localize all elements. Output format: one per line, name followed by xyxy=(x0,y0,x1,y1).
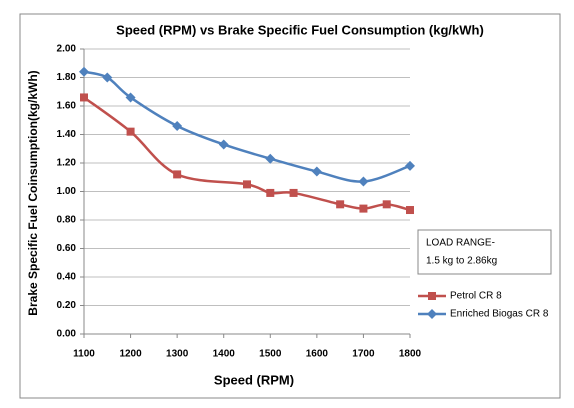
marker xyxy=(125,92,136,103)
marker xyxy=(218,139,229,150)
marker xyxy=(359,204,368,213)
annotation-box xyxy=(417,229,552,275)
x-tick-label: 1100 xyxy=(73,349,95,360)
marker xyxy=(79,66,89,77)
y-tick-label: 1.20 xyxy=(57,158,77,169)
legend-marker xyxy=(427,309,437,319)
line xyxy=(83,96,411,212)
y-tick-label: 1.80 xyxy=(57,72,77,83)
marker xyxy=(382,200,391,209)
chart-frame xyxy=(19,13,561,399)
y-tick-label: 0.60 xyxy=(57,243,77,254)
y-tick-label: 1.40 xyxy=(57,129,77,140)
marker xyxy=(311,166,322,177)
x-tick-label: 1600 xyxy=(306,349,329,360)
x-tick-label: 1300 xyxy=(166,349,189,360)
marker xyxy=(243,180,251,189)
legend-marker xyxy=(428,292,436,300)
y-tick-label: 2.00 xyxy=(57,44,77,55)
marker xyxy=(405,160,415,171)
annotation: 1.5 kg to 2.86kg xyxy=(426,256,497,267)
y-tick-label: 1.60 xyxy=(57,101,77,112)
marker xyxy=(265,153,276,164)
x-tick-label: 1800 xyxy=(399,349,422,360)
marker xyxy=(173,170,182,179)
legend-label: Enriched Biogas CR 8 xyxy=(450,309,549,320)
marker xyxy=(336,200,345,209)
chart-title: Speed (RPM) vs Brake Specific Fuel Consu… xyxy=(116,22,484,37)
marker xyxy=(102,72,113,83)
marker xyxy=(266,188,275,197)
y-tick-label: 1.00 xyxy=(57,186,77,197)
marker xyxy=(126,127,135,136)
y-axis-label: Brake Specific Fuel Coinsumption(kg/kWh) xyxy=(26,70,40,315)
y-tick-label: 0.40 xyxy=(57,272,77,283)
marker xyxy=(172,120,183,131)
marker xyxy=(406,206,414,215)
x-tick-label: 1500 xyxy=(259,349,282,360)
y-tick-label: 0.80 xyxy=(57,215,77,226)
x-tick-label: 1700 xyxy=(352,349,375,360)
legend-label: Petrol CR 8 xyxy=(450,291,502,302)
x-axis-label: Speed (RPM) xyxy=(214,372,294,387)
y-tick-label: 0.00 xyxy=(57,329,77,340)
marker xyxy=(358,176,369,187)
x-tick-label: 1200 xyxy=(119,349,142,360)
y-tick-label: 0.20 xyxy=(57,300,77,311)
x-tick-label: 1400 xyxy=(213,349,236,360)
marker xyxy=(289,188,298,197)
marker xyxy=(80,93,88,102)
annotation: LOAD RANGE- xyxy=(426,238,495,249)
